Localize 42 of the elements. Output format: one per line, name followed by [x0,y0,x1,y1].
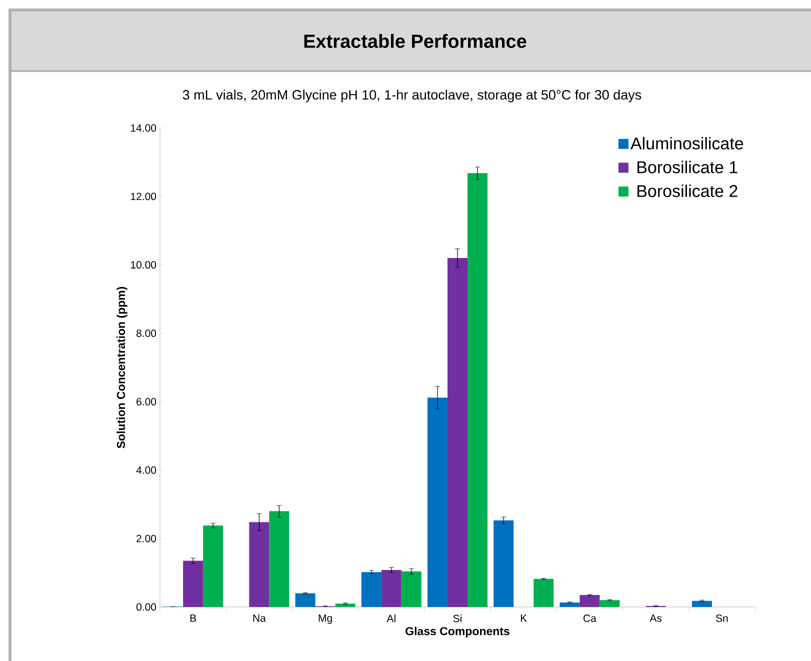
bar [183,560,204,607]
x-tick-label: K [520,614,527,622]
bar [580,595,600,607]
y-tick-label: 6.00 [136,398,156,406]
y-tick-label: 14.00 [131,124,156,132]
bar [361,572,382,607]
y-tick-label: 2.00 [136,534,156,542]
chart-subtitle: 3 mL vials, 20mM Glycine pH 10, 1-hr autoclave, storage at 50°C for 30 days [182,90,642,102]
x-tick-label: B [190,614,196,622]
x-tick-label: Ca [584,614,596,622]
bar [295,593,316,607]
x-tick-label: Si [453,614,462,622]
x-tick-label: As [650,614,662,622]
bar [269,511,290,607]
bar [381,570,402,607]
x-tick-label: Mg [318,614,332,624]
bar [203,526,224,607]
chart-title: Extractable Performance [304,34,526,48]
y-tick-label: 4.00 [136,466,156,474]
bar [401,571,422,607]
legend-label: Borosilicate 1 [638,160,738,174]
bar [249,522,270,607]
y-tick-label: 10.00 [131,261,156,269]
bar [448,258,468,607]
bar [335,604,356,607]
bar [534,578,554,607]
bar [428,398,448,607]
x-tick-label: Na [253,614,266,622]
y-tick-label: 0.00 [136,603,156,611]
legend-label: Borosilicate 2 [638,184,738,198]
bar [692,600,712,607]
legend-label: Aluminosilicate [630,136,744,150]
bar [600,600,620,607]
y-tick-label: 8.00 [136,330,156,337]
x-tick-label: Sn [716,614,728,622]
x-tick-label: Al [386,614,396,622]
y-axis-title: Solution Concentration (ppm) [116,286,128,448]
bar [468,173,488,607]
y-tick-label: 12.00 [131,192,156,200]
x-axis-title: Glass Components [406,626,510,638]
bar [560,602,580,607]
bar [494,520,514,607]
